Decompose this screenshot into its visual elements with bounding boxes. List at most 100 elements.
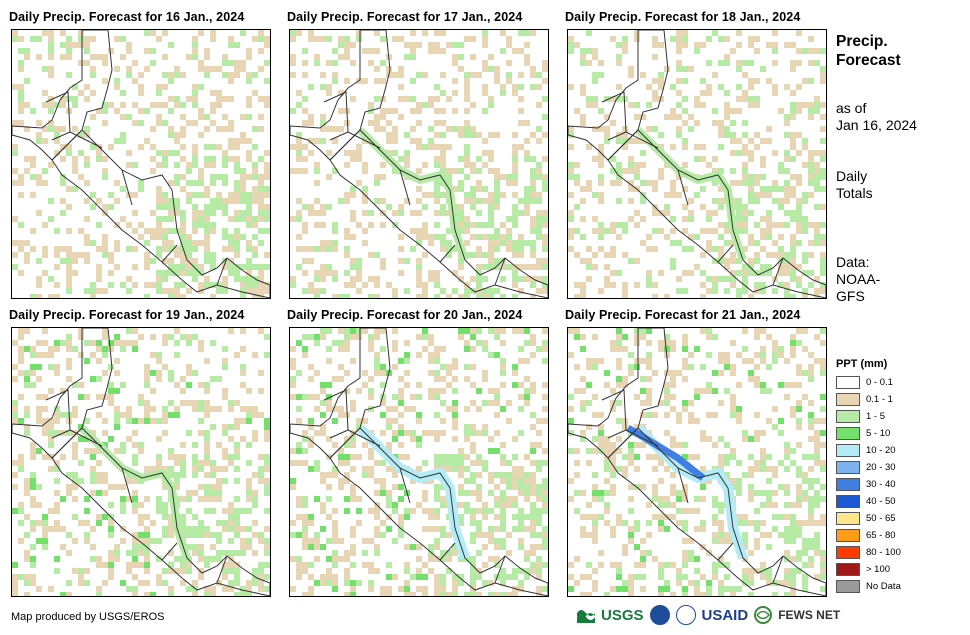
precip-cell: [530, 246, 536, 252]
precip-cell: [482, 90, 488, 96]
precip-cell: [380, 370, 386, 376]
precip-cell: [506, 246, 512, 252]
precip-cell: [422, 204, 428, 210]
precip-cell: [568, 174, 574, 180]
precip-cell: [174, 460, 180, 466]
precip-cell: [580, 114, 586, 120]
precip-cell: [640, 562, 646, 568]
precip-cell: [706, 592, 712, 596]
precip-cell: [120, 114, 126, 120]
precip-cell: [784, 156, 790, 162]
precip-cell: [446, 144, 452, 150]
precip-cell: [610, 252, 616, 258]
precip-cell: [754, 270, 760, 276]
precip-cell: [458, 180, 464, 186]
precip-cell: [246, 270, 252, 276]
precip-cell: [66, 186, 72, 192]
precip-cell: [344, 42, 350, 48]
precip-cell: [308, 538, 314, 544]
precip-cell: [512, 168, 518, 174]
precip-cell: [748, 198, 754, 204]
legend-item: No Data: [836, 578, 901, 595]
precip-cell: [814, 228, 820, 234]
precip-cell: [386, 466, 392, 472]
precip-cell: [326, 246, 332, 252]
precip-cell: [404, 352, 410, 358]
precip-cell: [724, 258, 730, 264]
precip-cell: [796, 132, 802, 138]
precip-cell: [712, 108, 718, 114]
precip-cell: [748, 138, 754, 144]
precip-cell: [814, 490, 820, 496]
panel-title: Daily Precip. Forecast for 21 Jan., 2024: [565, 308, 801, 322]
precip-cell: [470, 538, 476, 544]
precip-cell: [120, 90, 126, 96]
precip-cell: [536, 346, 542, 352]
precip-cell: [530, 174, 536, 180]
precip-cell: [84, 258, 90, 264]
precip-cell: [814, 502, 820, 508]
precip-cell: [338, 36, 344, 42]
precip-cell: [542, 418, 548, 424]
precip-cell: [742, 264, 748, 270]
precip-cell: [568, 574, 574, 580]
precip-cell: [138, 222, 144, 228]
precip-cell: [814, 538, 820, 544]
precip-cell: [820, 358, 826, 364]
precip-cell: [314, 466, 320, 472]
precip-cell: [796, 550, 802, 556]
precip-cell: [222, 228, 228, 234]
precip-cell: [156, 228, 162, 234]
precip-cell: [542, 538, 548, 544]
precip-cell: [12, 340, 18, 346]
precip-cell: [464, 376, 470, 382]
precip-cell: [518, 382, 524, 388]
precip-cell: [84, 234, 90, 240]
precip-cell: [308, 418, 314, 424]
precip-cell: [428, 144, 434, 150]
precip-cell: [60, 54, 66, 60]
precip-cell: [820, 466, 826, 472]
precip-cell: [700, 388, 706, 394]
precip-cell: [144, 568, 150, 574]
precip-cell: [628, 538, 634, 544]
precip-cell: [676, 508, 682, 514]
precip-cell: [138, 90, 144, 96]
precip-cell: [646, 364, 652, 370]
precip-cell: [488, 436, 494, 442]
precip-cell: [796, 216, 802, 222]
precip-cell: [542, 358, 548, 364]
precip-cell: [126, 72, 132, 78]
precip-cell: [228, 328, 234, 334]
precip-cell: [512, 526, 518, 532]
precip-cell: [290, 586, 296, 592]
precip-cell: [700, 520, 706, 526]
precip-cell: [464, 508, 470, 514]
precip-cell: [500, 174, 506, 180]
precip-cell: [440, 430, 446, 436]
precip-cell: [814, 222, 820, 228]
precip-cell: [156, 574, 162, 580]
precip-cell: [440, 532, 446, 538]
precip-cell: [320, 430, 326, 436]
precip-cell: [296, 514, 302, 520]
precip-cell: [500, 222, 506, 228]
precip-cell: [574, 472, 580, 478]
precip-cell: [446, 364, 452, 370]
precip-cell: [78, 132, 84, 138]
precip-cell: [760, 234, 766, 240]
precip-cell: [362, 472, 368, 478]
precip-cell: [216, 490, 222, 496]
precip-cell: [386, 562, 392, 568]
precip-cell: [84, 538, 90, 544]
precip-cell: [162, 418, 168, 424]
precip-cell: [742, 544, 748, 550]
precip-cell: [646, 180, 652, 186]
precip-cell: [574, 162, 580, 168]
precip-cell: [344, 346, 350, 352]
precip-cell: [808, 108, 814, 114]
precip-cell: [640, 180, 646, 186]
legend-item: 20 - 30: [836, 459, 901, 476]
precip-cell: [434, 514, 440, 520]
precip-cell: [24, 346, 30, 352]
